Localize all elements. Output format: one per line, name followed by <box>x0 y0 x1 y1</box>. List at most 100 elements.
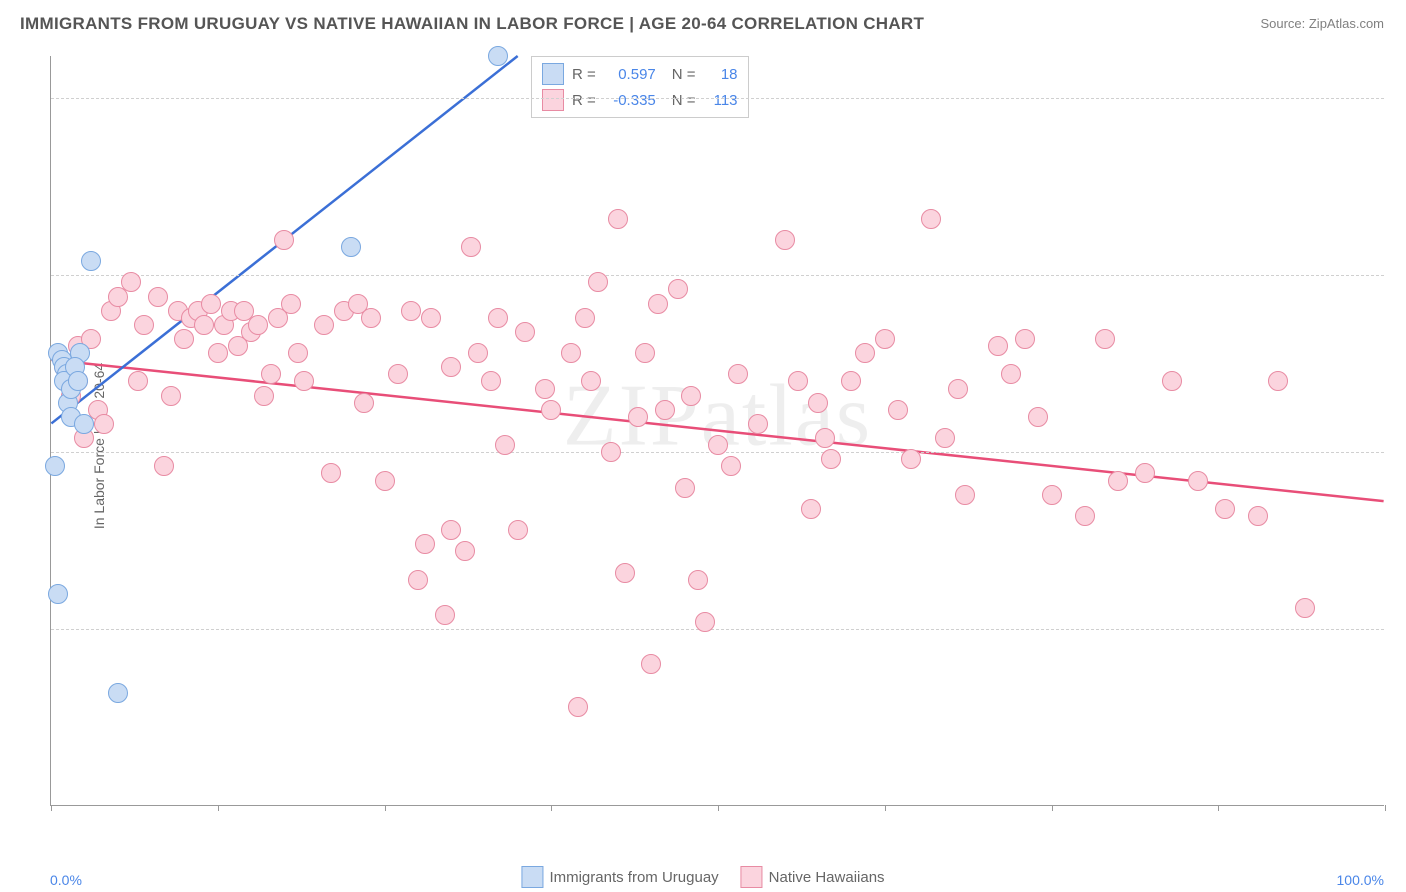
stats-box: R = 0.597 N = 18 R = -0.335 N = 113 <box>531 56 749 118</box>
x-tick <box>1218 805 1219 811</box>
pink-marker <box>495 435 515 455</box>
x-tick <box>718 805 719 811</box>
pink-marker <box>508 520 528 540</box>
pink-marker <box>441 520 461 540</box>
pink-marker <box>515 322 535 342</box>
gridline <box>51 98 1384 99</box>
blue-marker <box>74 414 94 434</box>
pink-marker <box>728 364 748 384</box>
pink-marker <box>261 364 281 384</box>
stats-n-value-blue: 18 <box>704 66 738 83</box>
pink-marker <box>408 570 428 590</box>
stats-n-label-blue: N = <box>672 66 696 83</box>
blue-marker <box>68 371 88 391</box>
pink-marker <box>561 343 581 363</box>
pink-marker <box>608 209 628 229</box>
pink-marker <box>254 386 274 406</box>
x-axis-min-label: 0.0% <box>50 872 82 888</box>
pink-marker <box>121 272 141 292</box>
pink-marker <box>775 230 795 250</box>
pink-marker <box>128 371 148 391</box>
pink-marker <box>314 315 334 335</box>
legend-label-blue: Immigrants from Uruguay <box>549 869 718 886</box>
pink-marker <box>354 393 374 413</box>
pink-marker <box>948 379 968 399</box>
legend-swatch-pink <box>741 866 763 888</box>
pink-marker <box>575 308 595 328</box>
chart-title: IMMIGRANTS FROM URUGUAY VS NATIVE HAWAII… <box>20 14 924 34</box>
pink-marker <box>648 294 668 314</box>
stats-r-label-blue: R = <box>572 66 596 83</box>
blue-marker <box>341 237 361 257</box>
pink-marker <box>688 570 708 590</box>
plot-area: ZIPatlas R = 0.597 N = 18 R = -0.335 N =… <box>50 56 1384 806</box>
pink-marker <box>888 400 908 420</box>
stats-n-value-pink: 113 <box>704 92 738 109</box>
legend-item-pink: Native Hawaiians <box>741 866 885 888</box>
pink-marker <box>154 456 174 476</box>
x-axis-max-label: 100.0% <box>1337 872 1384 888</box>
x-tick <box>385 805 386 811</box>
pink-marker <box>361 308 381 328</box>
pink-marker <box>1135 463 1155 483</box>
x-tick <box>1052 805 1053 811</box>
pink-marker <box>321 463 341 483</box>
pink-marker <box>655 400 675 420</box>
x-tick <box>51 805 52 811</box>
x-tick <box>218 805 219 811</box>
stats-row-pink: R = -0.335 N = 113 <box>542 87 738 113</box>
y-tick-label: 87.5% <box>1394 267 1406 283</box>
pink-marker <box>875 329 895 349</box>
pink-marker <box>541 400 561 420</box>
pink-marker <box>248 315 268 335</box>
pink-marker <box>161 386 181 406</box>
blue-marker <box>48 584 68 604</box>
pink-marker <box>628 407 648 427</box>
pink-marker <box>921 209 941 229</box>
pink-marker <box>808 393 828 413</box>
pink-marker <box>1188 471 1208 491</box>
pink-marker <box>568 697 588 717</box>
pink-marker <box>94 414 114 434</box>
gridline <box>51 275 1384 276</box>
pink-marker <box>468 343 488 363</box>
pink-marker <box>208 343 228 363</box>
pink-marker <box>588 272 608 292</box>
x-tick <box>551 805 552 811</box>
stats-r-value-blue: 0.597 <box>604 66 656 83</box>
pink-marker <box>535 379 555 399</box>
trend-line <box>51 360 1383 501</box>
pink-marker <box>1028 407 1048 427</box>
pink-marker <box>748 414 768 434</box>
y-tick-label: 62.5% <box>1394 621 1406 637</box>
pink-marker <box>695 612 715 632</box>
pink-marker <box>1015 329 1035 349</box>
blue-marker <box>45 456 65 476</box>
pink-marker <box>955 485 975 505</box>
legend-item-blue: Immigrants from Uruguay <box>521 866 718 888</box>
pink-marker <box>415 534 435 554</box>
pink-marker <box>601 442 621 462</box>
pink-marker <box>201 294 221 314</box>
stats-swatch-blue <box>542 63 564 85</box>
pink-marker <box>421 308 441 328</box>
pink-marker <box>855 343 875 363</box>
pink-marker <box>375 471 395 491</box>
pink-marker <box>481 371 501 391</box>
pink-marker <box>815 428 835 448</box>
pink-marker <box>635 343 655 363</box>
pink-marker <box>841 371 861 391</box>
pink-marker <box>174 329 194 349</box>
pink-marker <box>1248 506 1268 526</box>
pink-marker <box>294 371 314 391</box>
stats-r-value-pink: -0.335 <box>604 92 656 109</box>
pink-marker <box>681 386 701 406</box>
pink-marker <box>281 294 301 314</box>
pink-marker <box>708 435 728 455</box>
pink-marker <box>1042 485 1062 505</box>
pink-marker <box>1295 598 1315 618</box>
gridline <box>51 629 1384 630</box>
pink-marker <box>821 449 841 469</box>
legend-swatch-blue <box>521 866 543 888</box>
pink-marker <box>1162 371 1182 391</box>
